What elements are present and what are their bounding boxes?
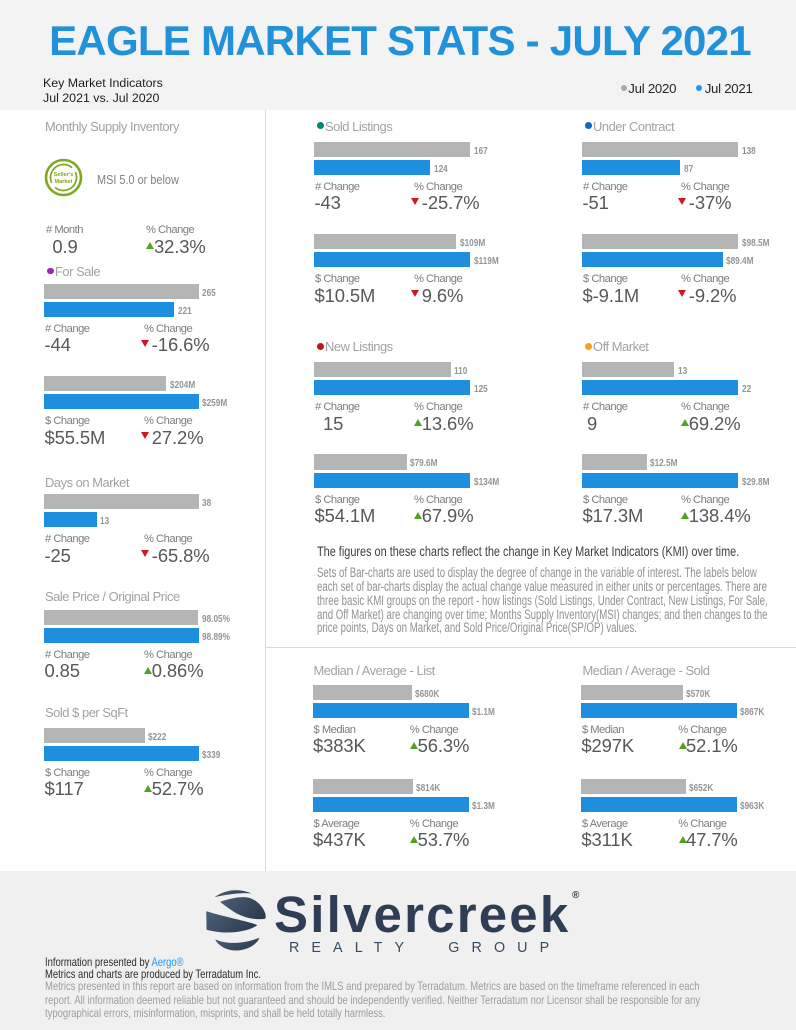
svg-text:Seller's: Seller's [54,172,74,178]
svg-text:Market: Market [54,178,72,184]
